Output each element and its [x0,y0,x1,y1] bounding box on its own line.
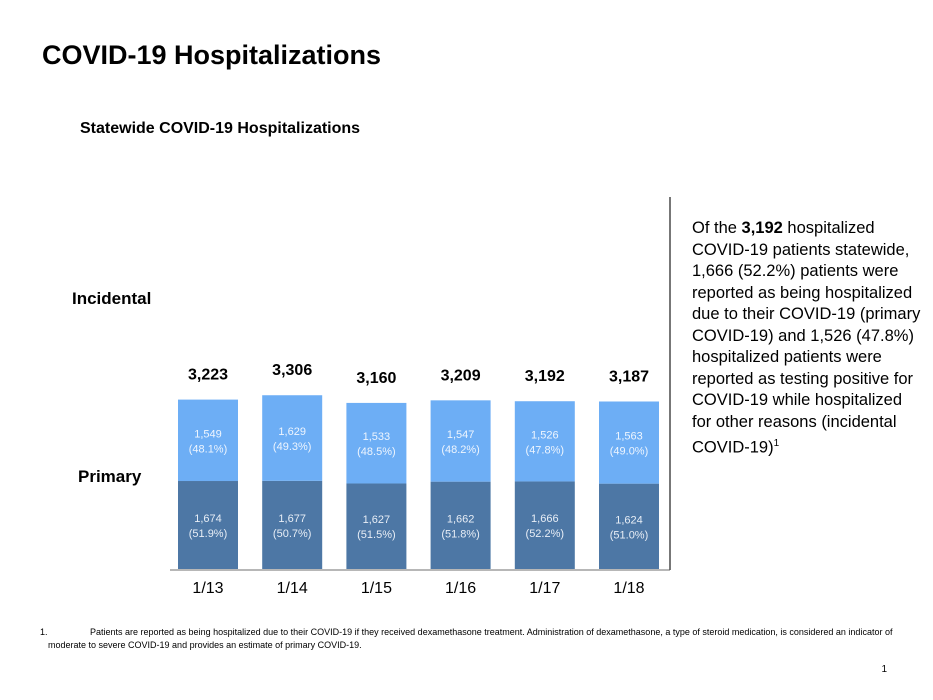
footnote-number: 1. [40,627,48,637]
bar-primary [599,483,659,569]
data-label-primary-value: 1,627 [363,514,391,526]
x-tick-label: 1/13 [192,580,223,597]
total-label: 3,192 [525,368,565,385]
bar-incidental [346,402,407,484]
data-label-incidental-percent: (48.1%) [189,443,228,455]
x-tick-label: 1/14 [277,580,308,597]
data-label-incidental-value: 1,549 [194,428,222,440]
note-superscript: 1 [773,438,780,449]
bar-primary [262,480,323,569]
bar-incidental [430,400,491,482]
data-label-incidental-value: 1,563 [615,431,643,443]
chart-title: Statewide COVID-19 Hospitalizations [80,120,361,137]
bar-incidental [262,395,323,481]
data-label-incidental-value: 1,629 [278,426,306,438]
data-label-primary-percent: (52.2%) [526,528,565,540]
data-label-primary-value: 1,677 [278,513,306,525]
bar-incidental [514,401,575,482]
total-label: 3,187 [609,368,649,385]
data-label-incidental-percent: (47.8%) [526,444,565,456]
note-body: hospitalized COVID-19 patients statewide… [692,219,921,457]
data-label-incidental-percent: (49.0%) [610,446,649,458]
total-label: 3,306 [272,362,312,379]
data-label-primary-value: 1,666 [531,513,559,525]
x-tick-label: 1/18 [613,580,644,597]
x-tick-label: 1/16 [445,580,476,597]
total-label: 3,160 [356,370,396,387]
x-tick-label: 1/15 [361,580,392,597]
data-label-incidental-percent: (48.2%) [441,444,480,456]
data-label-primary-percent: (50.7%) [273,528,312,540]
data-label-primary-value: 1,624 [615,514,643,526]
data-label-primary-percent: (51.0%) [610,529,649,541]
footnote-text: Patients are reported as being hospitali… [48,627,893,650]
data-label-incidental-value: 1,547 [447,429,475,441]
data-label-incidental-value: 1,526 [531,429,559,441]
data-label-incidental-value: 1,533 [363,431,391,443]
data-label-incidental-percent: (48.5%) [357,446,396,458]
bar-primary [514,481,575,569]
bar-primary [346,483,407,569]
data-label-primary-percent: (51.9%) [189,528,228,540]
series-label-primary: Primary [78,467,142,486]
bar-primary [430,481,491,569]
data-label-primary-value: 1,674 [194,513,222,525]
series-label-incidental: Incidental [72,289,152,308]
note-total: 3,192 [741,219,783,237]
total-label: 3,209 [441,367,481,384]
x-tick-label: 1/17 [529,580,560,597]
page-number: 1 [881,664,887,675]
bar-primary [178,481,238,569]
data-label-primary-percent: (51.5%) [357,529,396,541]
bar-incidental [599,401,659,484]
note-prefix: Of the [692,219,742,237]
page-title: COVID-19 Hospitalizations [42,40,382,70]
total-label: 3,223 [188,367,228,384]
data-label-incidental-percent: (49.3%) [273,441,312,453]
summary-note: Of the 3,192 hospitalized COVID-19 patie… [692,218,922,459]
bar-incidental [178,399,238,482]
footnote: 1. Patients are reported as being hospit… [40,626,900,652]
data-label-primary-value: 1,662 [447,513,475,525]
data-label-primary-percent: (51.8%) [441,528,480,540]
